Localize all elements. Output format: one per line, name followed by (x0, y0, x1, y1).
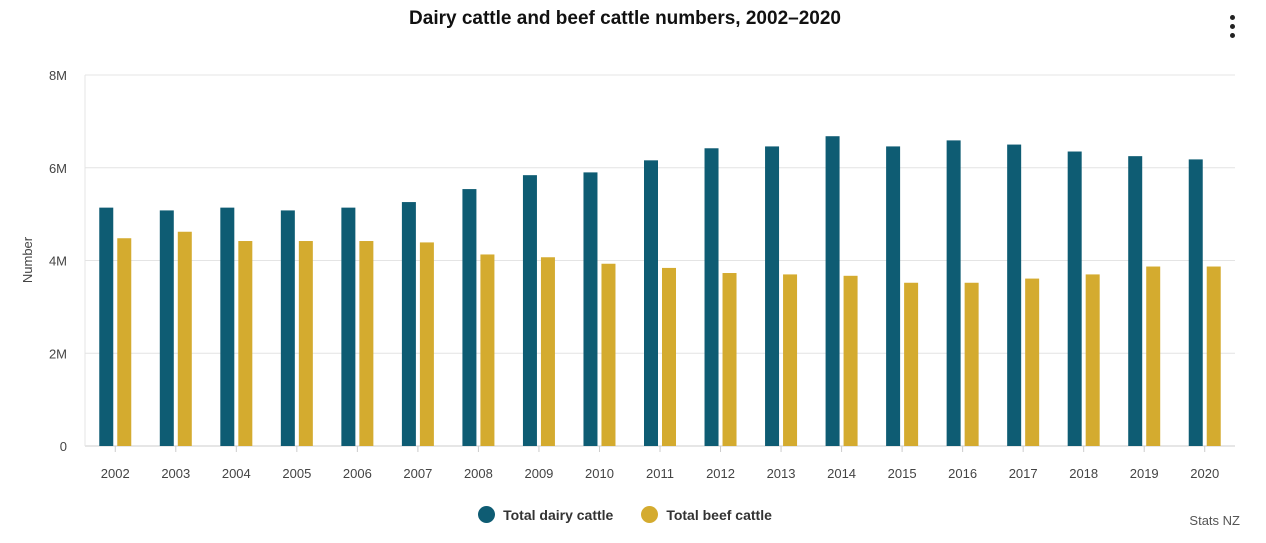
x-tick-label: 2018 (1069, 466, 1098, 481)
bar-dairy-2017[interactable] (1007, 144, 1022, 446)
x-tick-label: 2014 (827, 466, 856, 481)
bar-beef-2010[interactable] (601, 263, 616, 446)
bar-dairy-2012[interactable] (704, 148, 719, 446)
x-tick-label: 2016 (948, 466, 977, 481)
y-tick-label: 8M (49, 68, 67, 83)
y-tick-label: 2M (49, 346, 67, 361)
menu-dot-icon (1229, 14, 1235, 20)
legend-item-dairy[interactable]: Total dairy cattle (478, 506, 613, 523)
bar-beef-2003[interactable] (177, 231, 192, 446)
x-tick-label: 2002 (101, 466, 130, 481)
bar-dairy-2018[interactable] (1067, 151, 1082, 447)
legend-beef-label: Total beef cattle (666, 506, 772, 523)
bar-beef-2015[interactable] (904, 282, 919, 446)
legend-dairy-label: Total dairy cattle (503, 506, 614, 523)
bar-beef-2006[interactable] (359, 241, 374, 446)
gridlines (84, 74, 1235, 447)
x-tick-label: 2009 (524, 466, 553, 481)
menu-dot-icon (1229, 32, 1235, 38)
bar-beef-2009[interactable] (540, 257, 555, 446)
x-tick-label: 2019 (1130, 466, 1159, 481)
y-axis-title: Number (20, 236, 35, 283)
bar-beef-2018[interactable] (1085, 274, 1100, 446)
bar-beef-2019[interactable] (1146, 266, 1161, 446)
x-axis-ticks: 2002 2003 2004 2005 2006 2007 2008 2009 2010 2011… (101, 446, 1219, 481)
x-tick-label: 2011 (646, 466, 674, 481)
y-tick-label: 4M (49, 254, 67, 269)
menu-dot-icon (1229, 23, 1235, 29)
bar-beef-2005[interactable] (298, 241, 313, 446)
bar-dairy-2005[interactable] (280, 210, 295, 446)
bar-beef-2013[interactable] (783, 274, 798, 446)
x-tick-label: 2015 (888, 466, 917, 481)
y-tick-label: 6M (49, 161, 67, 176)
bar-beef-2011[interactable] (662, 267, 676, 446)
bar-dairy-2009[interactable] (522, 175, 537, 447)
x-tick-label: 2007 (403, 466, 432, 481)
legend-dairy-swatch-icon (478, 506, 496, 523)
x-tick-label: 2010 (585, 466, 614, 481)
bar-beef-2004[interactable] (238, 241, 253, 446)
x-tick-label: 2006 (343, 466, 372, 481)
bars (99, 136, 1221, 447)
bar-beef-2007[interactable] (419, 242, 434, 446)
bar-dairy-2002[interactable] (99, 207, 114, 446)
bar-dairy-2019[interactable] (1128, 156, 1143, 446)
bar-dairy-2008[interactable] (462, 189, 477, 446)
y-tick-label: 0 (60, 439, 67, 454)
bar-dairy-2004[interactable] (220, 207, 235, 446)
chart-menu-button[interactable] (1222, 12, 1242, 40)
chart-title: Dairy cattle and beef cattle numbers, 20… (409, 8, 841, 29)
bar-beef-2008[interactable] (480, 254, 495, 446)
bar-beef-2012[interactable] (722, 273, 737, 446)
bar-dairy-2015[interactable] (886, 146, 901, 447)
legend-beef-swatch-icon (641, 506, 659, 523)
x-tick-label: 2005 (282, 466, 311, 481)
bar-dairy-2016[interactable] (946, 140, 961, 447)
bar-dairy-2014[interactable] (825, 136, 840, 446)
x-tick-label: 2020 (1190, 466, 1219, 481)
bar-beef-2014[interactable] (843, 275, 858, 446)
x-tick-label: 2017 (1009, 466, 1038, 481)
bar-dairy-2013[interactable] (765, 146, 780, 447)
bar-beef-2020[interactable] (1206, 266, 1221, 446)
bar-dairy-2011[interactable] (644, 160, 658, 446)
legend: Total dairy cattle Total beef cattle (0, 506, 1250, 523)
bar-dairy-2006[interactable] (341, 207, 356, 446)
legend-item-beef[interactable]: Total beef cattle (641, 506, 772, 523)
x-tick-label: 2013 (767, 466, 796, 481)
x-tick-label: 2008 (464, 466, 493, 481)
credits[interactable]: Stats NZ (1189, 513, 1240, 528)
x-tick-label: 2003 (161, 466, 190, 481)
x-tick-label: 2012 (706, 466, 735, 481)
y-axis-ticks: 0 2M 4M 6M 8M (49, 68, 67, 454)
x-tick-label: 2004 (222, 466, 251, 481)
bar-beef-2016[interactable] (964, 282, 979, 446)
bar-dairy-2003[interactable] (159, 210, 174, 446)
bar-beef-2017[interactable] (1025, 278, 1040, 446)
bar-dairy-2007[interactable] (401, 202, 416, 446)
bar-beef-2002[interactable] (117, 238, 132, 446)
bar-dairy-2020[interactable] (1188, 159, 1203, 446)
bar-dairy-2010[interactable] (583, 172, 598, 446)
